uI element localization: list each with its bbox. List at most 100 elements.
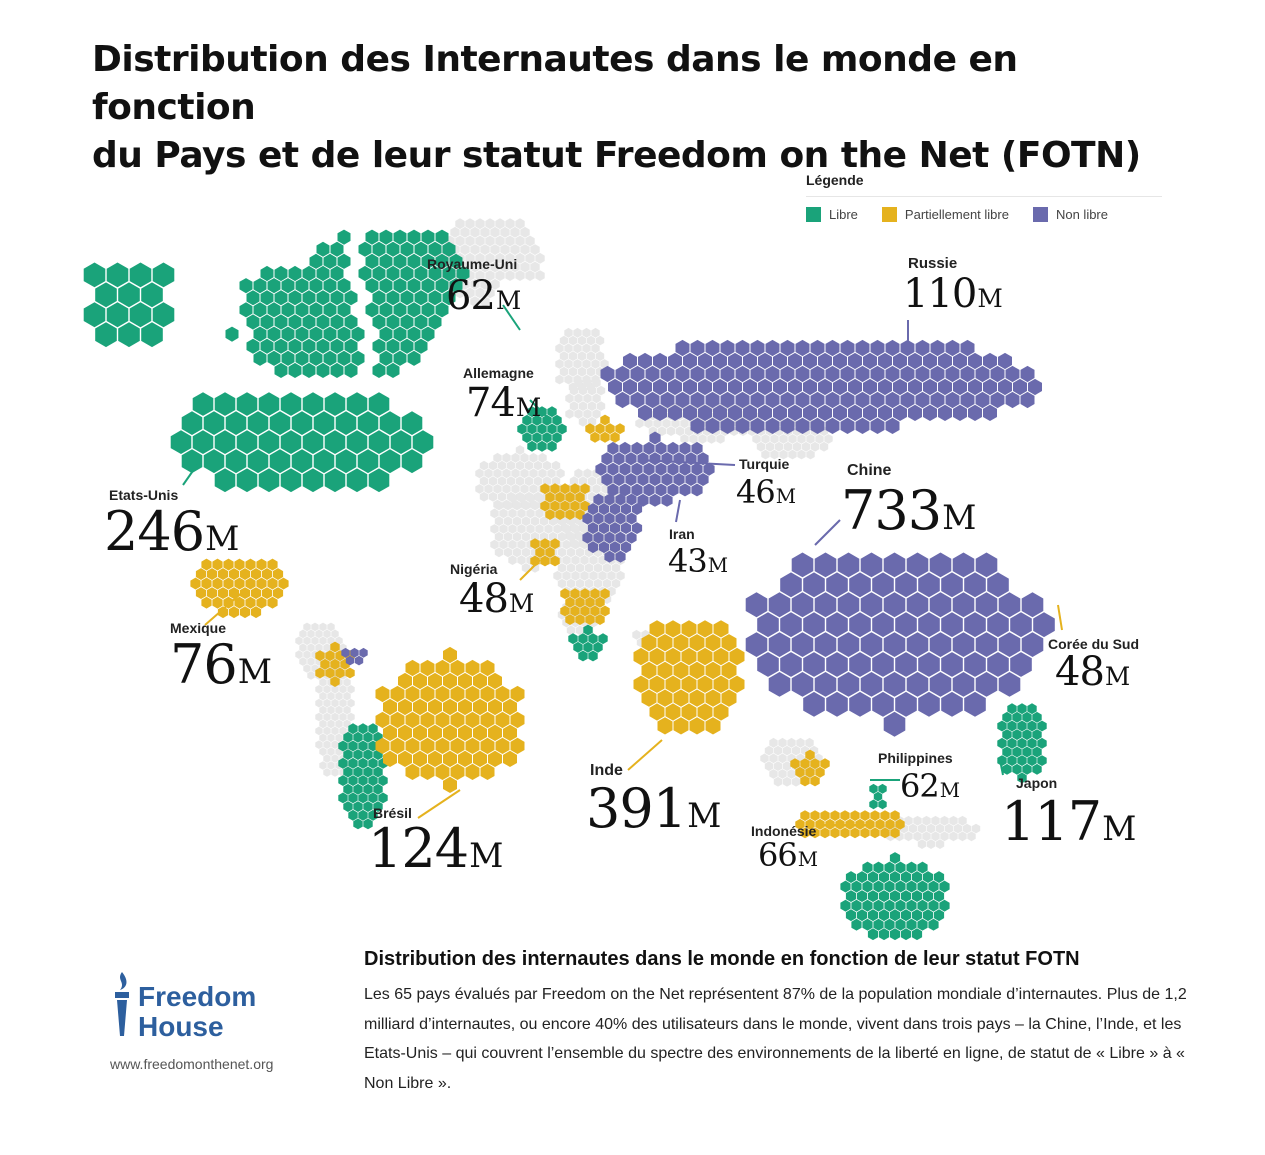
hex-cell — [707, 434, 716, 444]
hex-cell — [547, 440, 557, 452]
hex-cell — [845, 890, 857, 902]
hex-cell — [596, 401, 606, 411]
hex-cell — [773, 378, 787, 396]
hex-cell — [850, 810, 860, 821]
hex-cell — [540, 483, 550, 495]
hex-cell — [788, 449, 797, 460]
hex-cell — [675, 365, 690, 383]
hex-cell — [375, 711, 390, 729]
hex-cell — [323, 629, 331, 639]
hex-cell — [592, 484, 601, 494]
hex-cell — [450, 711, 465, 729]
hex-cell — [632, 629, 641, 640]
hex-cell — [550, 483, 560, 495]
hex-cell — [341, 647, 350, 658]
hex-cell — [698, 434, 707, 444]
hex-cell — [435, 737, 450, 754]
hex-cell — [825, 391, 840, 409]
hex-cell — [570, 500, 580, 512]
hex-cell — [535, 492, 544, 503]
hex-cell — [915, 339, 930, 357]
hex-cell — [470, 261, 480, 273]
hex-cell — [867, 871, 879, 883]
hex-cell — [691, 483, 703, 497]
hex-cell — [246, 314, 260, 330]
hex-cell — [428, 750, 442, 767]
hex-cell — [641, 689, 657, 707]
hex-cell — [450, 685, 465, 703]
hex-cell — [398, 750, 412, 767]
hex-cell — [900, 928, 912, 941]
hex-cell — [795, 818, 805, 830]
hex-cell — [331, 740, 339, 749]
hex-cell — [517, 539, 526, 550]
hex-cell — [502, 468, 511, 479]
hex-cell — [968, 352, 982, 370]
hex-cell — [118, 282, 140, 308]
hex-cell — [526, 492, 535, 503]
hex-cell — [379, 350, 393, 366]
hex-cell — [338, 792, 348, 804]
hex-cell — [615, 531, 626, 544]
hex-cell — [274, 290, 288, 306]
hex-cell — [258, 430, 280, 454]
hex-cell — [873, 918, 884, 931]
hex-cell — [588, 633, 598, 645]
hex-cell — [331, 726, 339, 736]
hex-cell — [870, 810, 880, 821]
hex-cell — [578, 633, 588, 645]
hex-cell — [239, 302, 253, 318]
hex-cell — [938, 378, 952, 396]
hex-cell — [778, 737, 787, 748]
legend-title: Légende — [806, 172, 1162, 197]
hex-cell — [908, 404, 922, 421]
hex-cell — [386, 338, 400, 354]
hex-cell — [666, 426, 676, 436]
hex-cell — [615, 550, 626, 563]
hex-cell — [337, 326, 351, 342]
hex-cell — [735, 391, 750, 409]
hex-cell — [574, 409, 583, 419]
hex-cell — [550, 555, 560, 567]
hex-cell — [234, 558, 245, 571]
hex-cell — [343, 766, 353, 778]
hex-cell — [810, 758, 820, 770]
hex-cell — [649, 647, 665, 666]
hex-cell — [515, 445, 525, 455]
hex-cell — [228, 606, 240, 619]
hex-cell — [323, 685, 331, 694]
hex-cell — [335, 705, 343, 715]
hex-cell — [885, 339, 900, 357]
hex-cell — [494, 500, 504, 511]
hex-cell — [338, 757, 348, 769]
hex-cell — [465, 763, 480, 780]
hex-cell — [556, 468, 565, 479]
hex-cell — [795, 417, 810, 434]
hex-cell — [372, 290, 386, 306]
hex-cell — [363, 801, 373, 812]
hex-cell — [512, 516, 522, 526]
hex-cell — [253, 278, 267, 294]
hex-cell — [337, 278, 351, 294]
hex-cell — [325, 650, 335, 662]
hex-cell — [745, 592, 768, 618]
hex-cell — [421, 253, 435, 269]
hex-cell — [582, 343, 591, 354]
hex-cell — [253, 326, 267, 342]
hex-cell — [568, 366, 578, 377]
leader-line — [1057, 604, 1063, 631]
hex-cell — [414, 338, 428, 354]
hex-cell — [878, 799, 887, 810]
hex-cell — [872, 612, 894, 638]
hex-cell — [421, 229, 435, 245]
hex-cell — [649, 703, 665, 721]
hex-cell — [565, 393, 574, 404]
hex-cell — [641, 661, 657, 680]
region-middle-east — [595, 431, 715, 507]
hex-cell — [600, 414, 610, 426]
hex-cell — [455, 235, 465, 247]
hex-cell — [351, 326, 365, 342]
hex-cell — [358, 723, 368, 735]
hex-cell — [274, 265, 288, 282]
hex-cell — [515, 460, 525, 471]
